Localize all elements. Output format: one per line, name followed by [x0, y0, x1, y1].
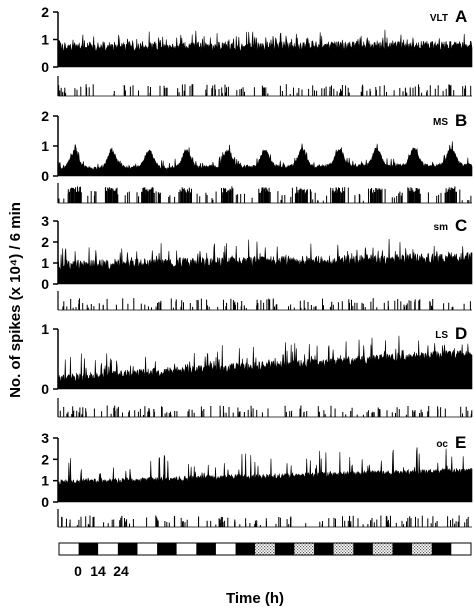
period-light [59, 543, 79, 555]
raster-marks [58, 84, 472, 96]
period-dark [353, 543, 373, 555]
period-light [98, 543, 118, 555]
period-dark [235, 543, 256, 555]
spike-trace [57, 29, 473, 68]
region-label: LS [435, 330, 448, 341]
spike-trace [57, 447, 473, 503]
period-dark [117, 543, 138, 555]
panel-d: 0 1 LS D [41, 321, 473, 418]
period-light [137, 543, 158, 555]
period-light [451, 543, 471, 555]
y-tick-label: 0 [41, 168, 49, 184]
y-tick-label: 0 [41, 381, 49, 397]
panels-group: 0 1 2 VLT A 0 1 2 MS B 0 1 2 3 sm C 0 1 LS D 0 1 2 3 oc E [41, 4, 473, 528]
y-tick-label: 1 [41, 255, 49, 271]
light-dark-bar [58, 542, 472, 556]
y-tick-label: 2 [41, 451, 49, 467]
region-label: sm [434, 222, 449, 233]
x-tick-label: 24 [113, 563, 129, 579]
period-stippled [255, 543, 275, 555]
panel-letter: C [455, 216, 467, 235]
x-tick-label: 14 [90, 563, 106, 579]
y-tick-label: 1 [41, 473, 49, 489]
raster-marks [62, 298, 471, 310]
light-dark-frame [58, 542, 472, 556]
panel-letter: E [455, 433, 466, 452]
period-dark [78, 543, 99, 555]
region-label: MS [433, 117, 448, 128]
period-dark [196, 543, 216, 555]
spike-trace [57, 239, 473, 285]
raster-marks [58, 186, 472, 203]
spike-trace [57, 141, 473, 177]
period-dark [314, 543, 334, 555]
y-axis-title: No. of spikes (x 10⁴) / 6 min [7, 202, 24, 398]
y-tick-label: 2 [41, 4, 49, 20]
raster-marks [57, 515, 469, 527]
y-tick-label: 0 [41, 59, 49, 75]
raster-marks [59, 405, 473, 417]
period-stippled [333, 543, 354, 555]
panel-letter: A [455, 7, 467, 26]
y-tick-label: 3 [41, 213, 49, 229]
period-dark [392, 543, 413, 555]
period-light [176, 543, 197, 555]
y-tick-label: 2 [41, 108, 49, 124]
day-tick-labels: 0 14 24 [74, 563, 129, 579]
period-stippled [294, 543, 315, 555]
period-dark [431, 543, 452, 555]
period-dark [157, 543, 177, 555]
panel-letter: D [455, 324, 467, 343]
x-tick-label: 0 [74, 563, 82, 579]
y-tick-label: 1 [41, 321, 49, 337]
period-stippled [412, 543, 432, 555]
region-label: oc [436, 439, 448, 450]
panel-e: 0 1 2 3 oc E [41, 430, 473, 528]
panel-letter: B [455, 111, 467, 130]
y-tick-label: 0 [41, 276, 49, 292]
period-dark [274, 543, 295, 555]
spike-trace [57, 335, 473, 390]
period-light [215, 543, 236, 555]
panel-a: 0 1 2 VLT A [41, 4, 473, 97]
y-tick-label: 3 [41, 430, 49, 446]
y-tick-label: 0 [41, 494, 49, 510]
panel-b: 0 1 2 MS B [41, 108, 473, 204]
period-stippled [372, 543, 393, 555]
panel-c: 0 1 2 3 sm C [41, 213, 473, 311]
region-label: VLT [430, 13, 448, 24]
x-axis-title: Time (h) [226, 590, 284, 607]
y-tick-label: 1 [41, 32, 49, 48]
y-tick-label: 1 [41, 138, 49, 154]
y-tick-label: 2 [41, 234, 49, 250]
